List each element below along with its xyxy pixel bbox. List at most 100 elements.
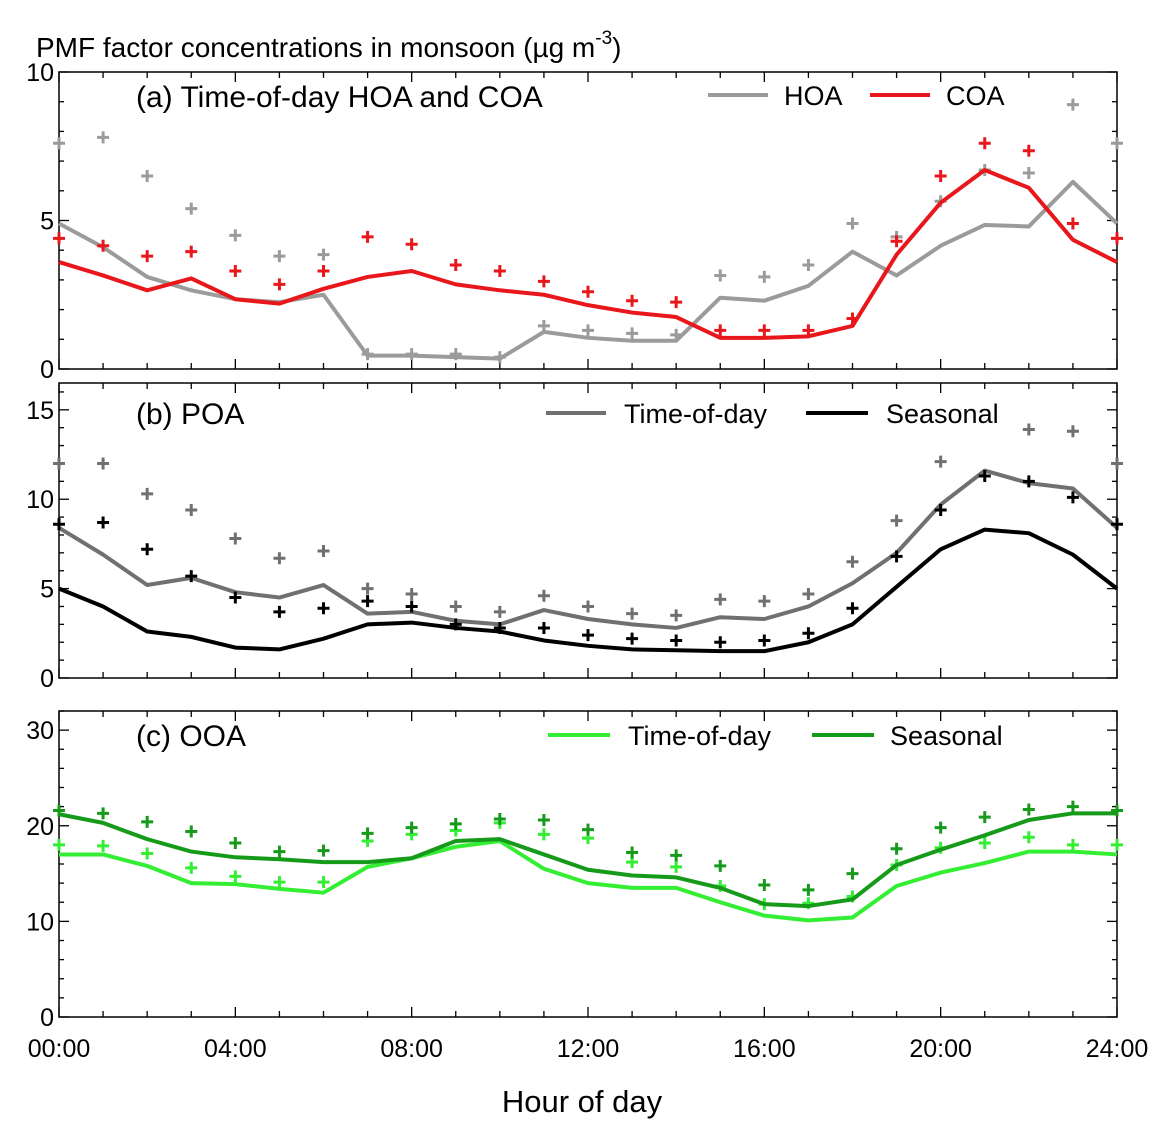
data-marker bbox=[317, 602, 330, 615]
data-marker bbox=[626, 607, 639, 620]
data-marker bbox=[361, 827, 374, 840]
y-tick-label: 30 bbox=[26, 717, 54, 745]
data-marker bbox=[714, 324, 727, 337]
data-marker bbox=[185, 825, 198, 838]
x-axis-label: Hour of day bbox=[502, 1084, 663, 1119]
data-marker bbox=[229, 229, 242, 242]
y-tick-label: 10 bbox=[26, 486, 54, 514]
data-marker bbox=[97, 457, 110, 470]
data-marker bbox=[670, 860, 683, 873]
data-marker bbox=[273, 876, 286, 889]
y-tick-label: 20 bbox=[26, 813, 54, 841]
x-tick-label: 12:00 bbox=[557, 1035, 620, 1063]
data-marker bbox=[714, 593, 727, 606]
series-b-seasonal bbox=[53, 469, 1123, 654]
legend-label: HOA bbox=[784, 81, 843, 111]
data-marker bbox=[1022, 144, 1035, 157]
data-marker bbox=[582, 823, 594, 836]
x-axis: 00:00 04:00 08:00 12:00 16:00 20:00 24:00 bbox=[28, 1035, 1149, 1063]
figure-title: PMF factor concentrations in monsoon (µg… bbox=[36, 28, 621, 63]
y-tick-label: 0 bbox=[40, 356, 54, 384]
legend-label: COA bbox=[946, 81, 1005, 111]
data-marker bbox=[1066, 217, 1079, 230]
data-marker bbox=[493, 351, 506, 364]
data-marker bbox=[317, 264, 330, 277]
data-marker bbox=[978, 137, 991, 150]
data-marker bbox=[185, 570, 198, 583]
data-marker bbox=[53, 137, 65, 150]
data-marker bbox=[185, 245, 198, 258]
y-tick-label: 0 bbox=[40, 665, 54, 693]
data-marker bbox=[978, 811, 991, 824]
data-marker bbox=[714, 636, 727, 649]
series-line bbox=[58, 527, 1119, 654]
data-marker bbox=[714, 269, 727, 282]
data-marker bbox=[229, 264, 242, 277]
data-marker bbox=[758, 595, 771, 608]
y-tick-label: 0 bbox=[40, 1004, 54, 1032]
legend-label: Seasonal bbox=[890, 721, 1003, 751]
y-tick-label: 10 bbox=[26, 59, 54, 87]
data-marker bbox=[317, 248, 330, 261]
data-marker bbox=[405, 587, 418, 600]
data-marker bbox=[1066, 800, 1079, 813]
series-a-hoa bbox=[53, 98, 1123, 364]
data-marker bbox=[1111, 232, 1123, 245]
data-marker bbox=[405, 348, 418, 361]
data-marker bbox=[53, 232, 65, 245]
data-marker bbox=[361, 595, 374, 608]
data-marker bbox=[97, 516, 110, 529]
data-marker bbox=[449, 600, 462, 613]
data-marker bbox=[846, 867, 859, 880]
data-marker bbox=[1066, 491, 1079, 504]
data-marker bbox=[1111, 518, 1123, 531]
data-marker bbox=[758, 879, 771, 892]
data-marker bbox=[537, 621, 550, 634]
data-marker bbox=[229, 870, 242, 883]
data-marker bbox=[405, 821, 418, 834]
data-marker bbox=[537, 275, 550, 288]
x-tick-label: 16:00 bbox=[733, 1035, 796, 1063]
data-marker bbox=[934, 169, 947, 182]
data-marker bbox=[317, 545, 330, 558]
data-marker bbox=[890, 842, 903, 855]
data-marker bbox=[890, 514, 903, 527]
data-marker bbox=[185, 503, 198, 516]
data-marker bbox=[141, 815, 154, 828]
data-marker bbox=[758, 324, 771, 337]
data-marker bbox=[1066, 838, 1079, 851]
data-marker bbox=[1111, 137, 1123, 150]
data-marker bbox=[846, 602, 859, 615]
figure-title-superscript: -3 bbox=[595, 28, 612, 49]
data-marker bbox=[802, 627, 815, 640]
data-marker bbox=[582, 629, 594, 642]
data-marker bbox=[537, 828, 550, 841]
data-marker bbox=[53, 457, 65, 470]
data-marker bbox=[670, 609, 683, 622]
data-marker bbox=[890, 235, 903, 248]
series-c-seasonal bbox=[53, 800, 1123, 909]
data-marker bbox=[273, 552, 286, 565]
data-marker bbox=[1022, 831, 1035, 844]
legend-label: Seasonal bbox=[886, 399, 999, 429]
y-tick-label: 10 bbox=[26, 908, 54, 936]
panel-c-title: (c) OOA bbox=[136, 720, 246, 753]
data-marker bbox=[1022, 166, 1035, 179]
legend-label: Time-of-day bbox=[628, 721, 772, 751]
data-marker bbox=[185, 861, 198, 874]
x-tick-label: 24:00 bbox=[1086, 1035, 1149, 1063]
data-marker bbox=[582, 324, 594, 337]
legend-label: Time-of-day bbox=[624, 399, 768, 429]
data-marker bbox=[1111, 838, 1123, 851]
data-marker bbox=[714, 859, 727, 872]
data-marker bbox=[449, 618, 462, 631]
series-line bbox=[58, 811, 1117, 909]
data-marker bbox=[978, 469, 991, 482]
x-tick-label: 08:00 bbox=[380, 1035, 443, 1063]
data-marker bbox=[802, 587, 815, 600]
data-marker bbox=[670, 634, 683, 647]
data-marker bbox=[53, 518, 65, 531]
data-marker bbox=[97, 239, 110, 252]
data-marker bbox=[141, 250, 154, 263]
